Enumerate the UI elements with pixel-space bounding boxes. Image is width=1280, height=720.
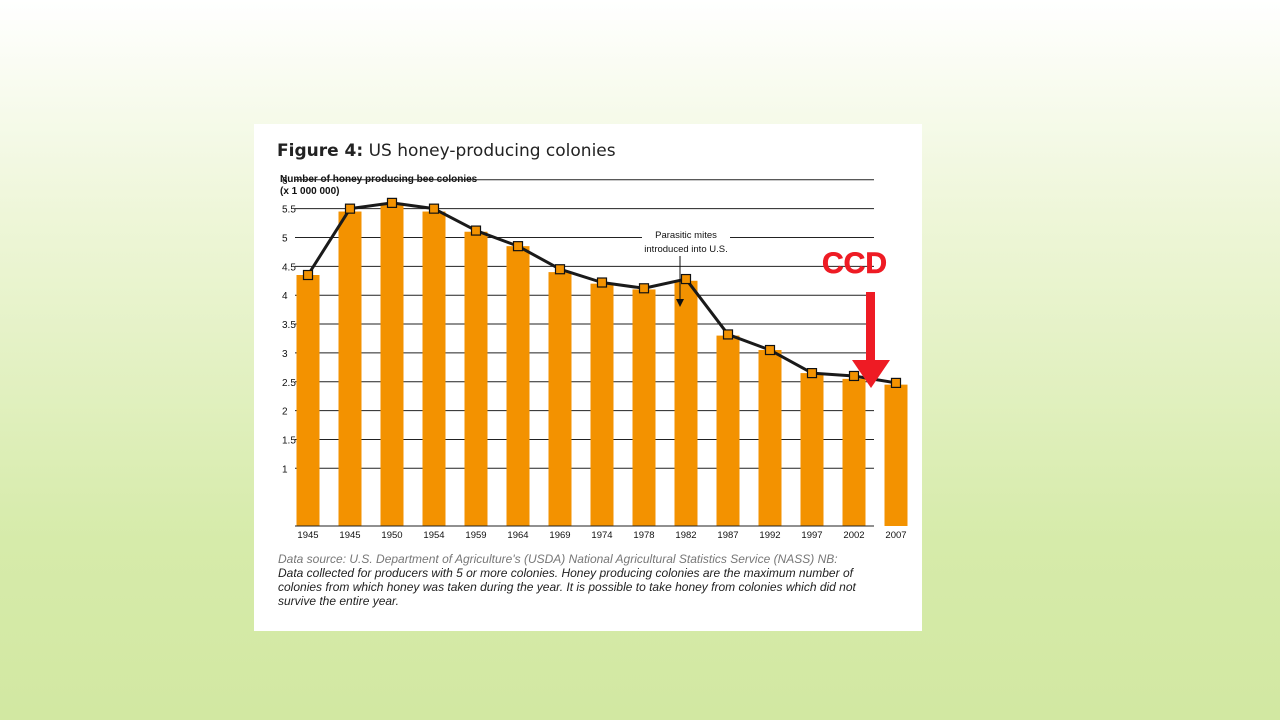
y-tick-label: 3.5 — [282, 320, 296, 331]
bar — [548, 272, 572, 526]
bar — [464, 231, 488, 526]
x-tick-label: 1974 — [591, 530, 612, 541]
line-marker — [764, 344, 776, 356]
annotation-background — [642, 226, 730, 262]
bar — [716, 335, 740, 526]
y-axis-title-line2: (x 1 000 000) — [280, 186, 340, 197]
bar — [758, 350, 782, 526]
y-tick-label: 3 — [282, 349, 288, 360]
x-tick-label: 1945 — [297, 530, 318, 541]
data-source-body: Data collected for producers with 5 or m… — [278, 566, 856, 608]
bar — [380, 202, 404, 526]
x-tick-label: 1987 — [717, 530, 738, 541]
figure-panel: Figure 4: US honey-producing colonies Nu… — [254, 124, 922, 631]
x-tick-label: 1978 — [633, 530, 654, 541]
x-tick-label: 1997 — [801, 530, 822, 541]
y-tick-label: 5.5 — [282, 205, 296, 216]
line-marker — [470, 225, 482, 236]
bar — [296, 275, 320, 526]
line-marker — [428, 203, 440, 214]
bar — [884, 384, 908, 526]
line-marker — [680, 273, 692, 285]
y-tick-label: 4.5 — [282, 262, 296, 273]
line-marker — [722, 329, 734, 340]
bar — [422, 211, 446, 526]
x-tick-label: 1959 — [465, 530, 486, 541]
figure-label: Figure 4: — [277, 141, 364, 161]
line-marker — [554, 264, 566, 275]
ccd-arrow-icon — [852, 292, 890, 388]
y-tick-label: 5 — [282, 234, 288, 245]
ccd-label: CCD — [822, 247, 888, 281]
y-tick-label: 6 — [282, 176, 288, 187]
annotation-arrowhead — [676, 299, 684, 307]
bar — [632, 289, 656, 526]
data-source-lead: Data source: U.S. Department of Agricult… — [278, 552, 838, 566]
line-marker — [638, 283, 650, 294]
y-tick-label: 1 — [282, 464, 288, 475]
line-marker — [596, 277, 608, 288]
line-marker — [302, 269, 314, 281]
x-tick-label: 2007 — [885, 530, 906, 541]
x-tick-label: 1950 — [381, 530, 402, 541]
line-marker — [806, 367, 818, 379]
annotation-line2: introduced into U.S. — [644, 244, 727, 255]
y-tick-label: 4 — [282, 291, 288, 302]
x-tick-label: 1964 — [507, 530, 528, 541]
bar — [842, 378, 866, 526]
line-marker — [386, 197, 398, 208]
line-marker — [344, 203, 356, 214]
x-tick-label: 1992 — [759, 530, 780, 541]
figure-title: Figure 4: US honey-producing colonies — [277, 141, 616, 161]
annotation-line1: Parasitic mites — [655, 230, 717, 241]
bar — [674, 280, 698, 526]
line-marker — [848, 370, 860, 382]
bar — [590, 283, 614, 526]
y-tick-label: 2 — [282, 407, 288, 418]
x-tick-label: 1969 — [549, 530, 570, 541]
x-tick-label: 2002 — [843, 530, 864, 541]
line-marker — [890, 377, 902, 389]
colonies-chart: 1 1.5 2 2.5 3 3.5 4 4.5 5 5.5 6 1945 1945 1950 1954 195… — [282, 176, 908, 541]
x-tick-label: 1982 — [675, 530, 696, 541]
x-tick-label: 1954 — [423, 530, 444, 541]
x-tick-label: 1945 — [339, 530, 360, 541]
bar — [506, 246, 530, 526]
y-tick-label: 1.5 — [282, 435, 296, 446]
bar — [338, 211, 362, 526]
bar — [800, 373, 824, 526]
data-source-note: Data source: U.S. Department of Agricult… — [278, 552, 878, 608]
figure-title-text: US honey-producing colonies — [368, 141, 616, 161]
line-marker — [512, 241, 524, 252]
y-tick-label: 2.5 — [282, 378, 296, 389]
